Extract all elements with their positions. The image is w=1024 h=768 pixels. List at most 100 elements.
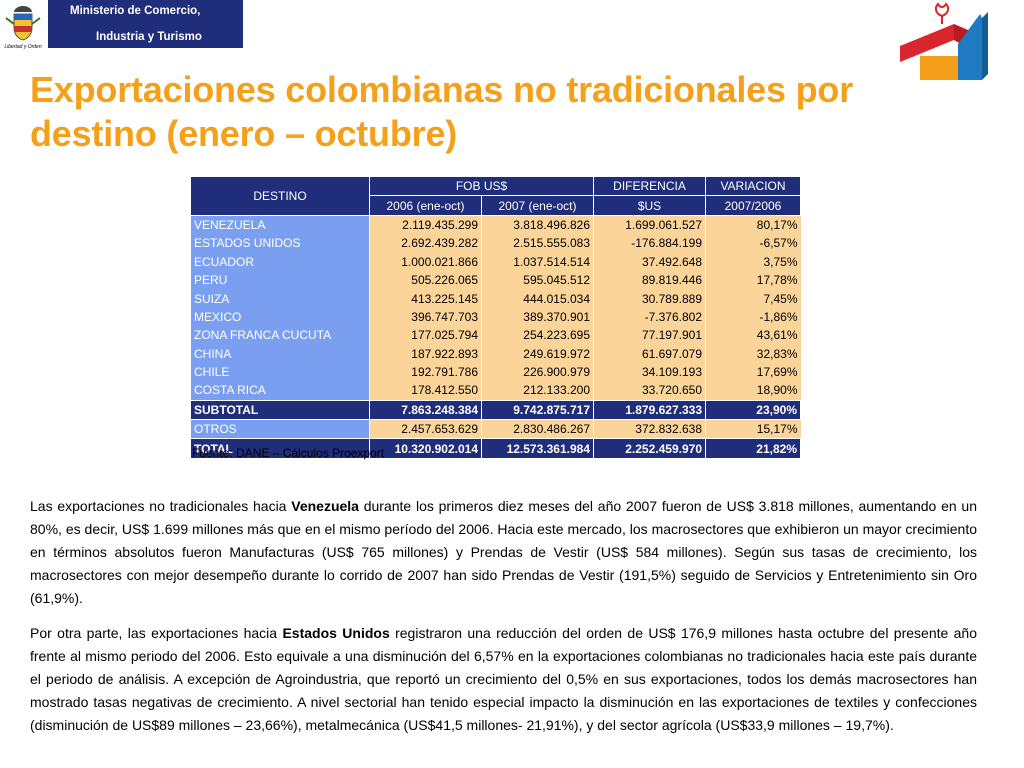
otros-row: OTROS 2.457.653.629 2.830.486.267 372.83… <box>190 419 801 439</box>
variation-cell: -6,57% <box>705 234 801 253</box>
paragraph-highlight: Venezuela <box>291 498 359 514</box>
destination-cell: CHINA <box>190 344 370 363</box>
difference-cell: 30.789.889 <box>593 289 706 308</box>
value-2006-cell: 396.747.703 <box>369 307 482 327</box>
difference-cell: 61.697.079 <box>593 344 706 363</box>
subtotal-variation: 23,90% <box>705 399 801 421</box>
table-row: CHINA 187.922.893 249.619.972 61.697.079… <box>190 344 801 363</box>
paragraph-text: registraron una reducción del orden de U… <box>30 625 978 733</box>
header-variacion-period: 2007/2006 <box>705 195 801 216</box>
variation-cell: 3,75% <box>705 252 801 271</box>
table-row: VENEZUELA 2.119.435.299 3.818.496.826 1.… <box>190 215 801 235</box>
value-2007-cell: 249.619.972 <box>481 344 594 363</box>
value-2006-cell: 192.791.786 <box>369 362 482 382</box>
variation-cell: 17,78% <box>705 270 801 290</box>
header-fob: FOB US$ <box>369 175 594 197</box>
value-2007-cell: 444.015.034 <box>481 289 594 308</box>
header-diferencia-unit: $US <box>593 195 706 216</box>
variation-cell: 17,69% <box>705 362 801 382</box>
subtotal-2006: 7.863.248.384 <box>369 399 482 421</box>
ministry-name: Ministerio de Comercio, Industria y Turi… <box>60 4 220 44</box>
destination-cell: ESTADOS UNIDOS <box>190 234 370 253</box>
header-destino: DESTINO <box>190 176 370 216</box>
paragraph-text: durante los primeros diez meses del año … <box>30 498 978 606</box>
value-2006-cell: 2.692.439.282 <box>369 234 482 253</box>
otros-difference: 372.832.638 <box>593 419 706 439</box>
paragraph-text: Las exportaciones no tradicionales hacia <box>30 498 292 514</box>
difference-cell: 37.492.648 <box>593 252 706 271</box>
value-2007-cell: 3.818.496.826 <box>481 215 594 235</box>
table-row: MEXICO 396.747.703 389.370.901 -7.376.80… <box>190 307 801 327</box>
subtotal-difference: 1.879.627.333 <box>593 399 706 421</box>
table-row: SUIZA 413.225.145 444.015.034 30.789.889… <box>190 289 801 308</box>
ministry-line-2: Industria y Turismo <box>96 31 202 43</box>
difference-cell: -7.376.802 <box>593 307 706 327</box>
total-2007: 12.573.361.984 <box>481 438 594 459</box>
exports-table: DESTINO FOB US$ DIFERENCIA VARIACION 200… <box>190 175 801 459</box>
value-2006-cell: 177.025.794 <box>369 326 482 345</box>
subtotal-row: SUBTOTAL 7.863.248.384 9.742.875.717 1.8… <box>190 399 801 421</box>
otros-variation: 15,17% <box>705 419 801 439</box>
header-2007: 2007 (ene-oct) <box>481 195 594 216</box>
table-row: ESTADOS UNIDOS 2.692.439.282 2.515.555.0… <box>190 234 801 253</box>
difference-cell: 33.720.650 <box>593 381 706 401</box>
value-2007-cell: 254.223.695 <box>481 326 594 345</box>
destination-cell: VENEZUELA <box>190 215 370 235</box>
paragraph-venezuela: Las exportaciones no tradicionales hacia… <box>30 495 977 610</box>
variation-cell: -1,86% <box>705 307 801 327</box>
value-2006-cell: 413.225.145 <box>369 289 482 308</box>
variation-cell: 80,17% <box>705 215 801 235</box>
table-row: ZONA FRANCA CUCUTA 177.025.794 254.223.6… <box>190 326 801 345</box>
destination-cell: ZONA FRANCA CUCUTA <box>190 326 370 345</box>
variation-cell: 43,61% <box>705 326 801 345</box>
value-2007-cell: 226.900.979 <box>481 362 594 382</box>
paragraph-highlight: Estados Unidos <box>282 625 390 641</box>
difference-cell: -176.884.199 <box>593 234 706 253</box>
total-row: TOTAL 10.320.902.014 12.573.361.984 2.25… <box>190 438 801 459</box>
table-row: CHILE 192.791.786 226.900.979 34.109.193… <box>190 362 801 382</box>
destination-cell: CHILE <box>190 362 370 382</box>
paragraph-text: Por otra parte, las exportaciones hacia <box>30 625 283 641</box>
table-row: ECUADOR 1.000.021.866 1.037.514.514 37.4… <box>190 252 801 271</box>
total-2006: 10.320.902.014 <box>369 438 482 459</box>
header: Libertad y Orden Ministerio de Comercio,… <box>0 0 1024 80</box>
total-variation: 21,82% <box>705 438 801 459</box>
destination-cell: PERU <box>190 270 370 290</box>
value-2006-cell: 2.119.435.299 <box>369 215 482 235</box>
value-2006-cell: 505.226.065 <box>369 270 482 290</box>
destination-cell: ECUADOR <box>190 252 370 271</box>
table-row: COSTA RICA 178.412.550 212.133.200 33.72… <box>190 381 801 401</box>
destination-cell: COSTA RICA <box>190 381 370 401</box>
proexport-logo-icon <box>900 2 988 80</box>
svg-text:Libertad y Orden: Libertad y Orden <box>4 44 41 50</box>
difference-cell: 34.109.193 <box>593 362 706 382</box>
total-label: TOTAL <box>190 438 370 459</box>
value-2007-cell: 1.037.514.514 <box>481 252 594 271</box>
page-title: Exportaciones colombianas no tradicional… <box>30 69 854 154</box>
difference-cell: 77.197.901 <box>593 326 706 345</box>
variation-cell: 32,83% <box>705 344 801 363</box>
value-2007-cell: 595.045.512 <box>481 270 594 290</box>
table-source: Fuente: DANE – Cálculos Proexport <box>192 446 385 460</box>
total-difference: 2.252.459.970 <box>593 438 706 459</box>
value-2007-cell: 2.515.555.083 <box>481 234 594 253</box>
variation-cell: 18,90% <box>705 381 801 401</box>
paragraph-estados-unidos: Por otra parte, las exportaciones hacia … <box>30 622 977 737</box>
table-row: PERU 505.226.065 595.045.512 89.819.446 … <box>190 270 801 290</box>
header-band <box>48 0 243 48</box>
subtotal-2007: 9.742.875.717 <box>481 399 594 421</box>
variation-cell: 7,45% <box>705 289 801 308</box>
destination-cell: MEXICO <box>190 307 370 327</box>
header-variacion: VARIACION <box>705 175 801 197</box>
difference-cell: 1.699.061.527 <box>593 215 706 235</box>
otros-label: OTROS <box>190 419 370 439</box>
difference-cell: 89.819.446 <box>593 270 706 290</box>
otros-2006: 2.457.653.629 <box>369 419 482 439</box>
ministry-line-1: Ministerio de Comercio, <box>70 5 201 17</box>
otros-2007: 2.830.486.267 <box>481 419 594 439</box>
value-2006-cell: 1.000.021.866 <box>369 252 482 271</box>
value-2007-cell: 212.133.200 <box>481 381 594 401</box>
coat-of-arms-icon: Libertad y Orden <box>2 2 44 52</box>
value-2006-cell: 178.412.550 <box>369 381 482 401</box>
subtotal-label: SUBTOTAL <box>190 399 370 421</box>
